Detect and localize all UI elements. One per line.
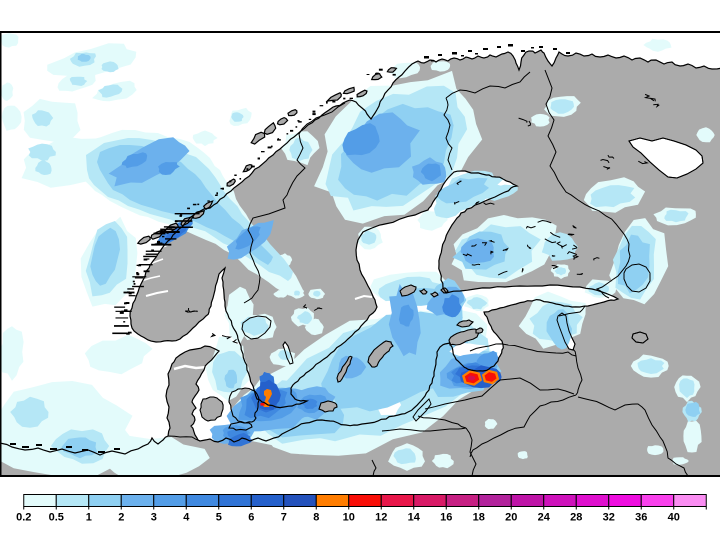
svg-text:5: 5 [216,512,222,524]
svg-text:40: 40 [668,512,680,524]
svg-text:6: 6 [248,512,254,524]
svg-text:2: 2 [118,512,124,524]
svg-text:24: 24 [538,512,551,524]
svg-text:0.2: 0.2 [16,512,31,524]
svg-text:0.5: 0.5 [49,512,64,524]
svg-text:36: 36 [635,512,647,524]
svg-text:14: 14 [408,512,421,524]
svg-text:4: 4 [183,512,190,524]
svg-text:10: 10 [343,512,355,524]
svg-text:32: 32 [603,512,615,524]
svg-text:18: 18 [473,512,485,524]
svg-text:1: 1 [86,512,92,524]
svg-text:20: 20 [505,512,517,524]
svg-text:3: 3 [151,512,157,524]
svg-text:8: 8 [313,512,319,524]
svg-text:16: 16 [440,512,452,524]
svg-text:12: 12 [375,512,387,524]
svg-text:28: 28 [570,512,582,524]
svg-text:7: 7 [281,512,287,524]
